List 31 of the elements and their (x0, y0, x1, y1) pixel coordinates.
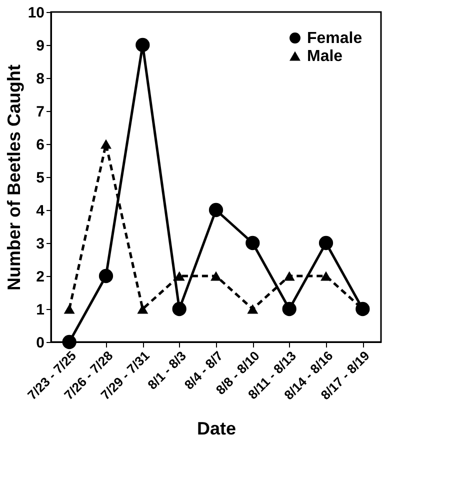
y-tick-label: 4 (36, 202, 46, 220)
y-tick-label: 8 (36, 70, 44, 88)
point (64, 304, 75, 314)
point (136, 38, 150, 52)
point (62, 334, 76, 350)
point (247, 304, 258, 314)
point (284, 271, 295, 281)
point (98, 268, 114, 284)
point (172, 302, 186, 316)
y-tick-label: 5 (36, 170, 44, 186)
point (282, 302, 296, 316)
point (208, 202, 224, 218)
point (210, 271, 222, 281)
point (246, 236, 260, 250)
y-tick-label: 10 (28, 4, 44, 22)
legend-label: Female (307, 30, 362, 47)
point (174, 271, 185, 281)
x-axis-title: Date (196, 418, 236, 439)
y-tick-label: 7 (36, 104, 44, 120)
point (320, 271, 332, 281)
point (137, 304, 148, 314)
point (318, 236, 334, 250)
legend-label: Male (307, 48, 343, 65)
y-tick-label: 0 (36, 334, 44, 352)
y-tick-label: 1 (36, 302, 44, 318)
y-tick-label: 2 (36, 268, 44, 286)
y-tick-label: 3 (36, 236, 44, 252)
point (100, 139, 112, 149)
y-axis-title: Number of Beetles Caught (4, 64, 24, 291)
y-tick-label: 6 (36, 136, 44, 154)
y-tick-label: 9 (36, 38, 44, 54)
